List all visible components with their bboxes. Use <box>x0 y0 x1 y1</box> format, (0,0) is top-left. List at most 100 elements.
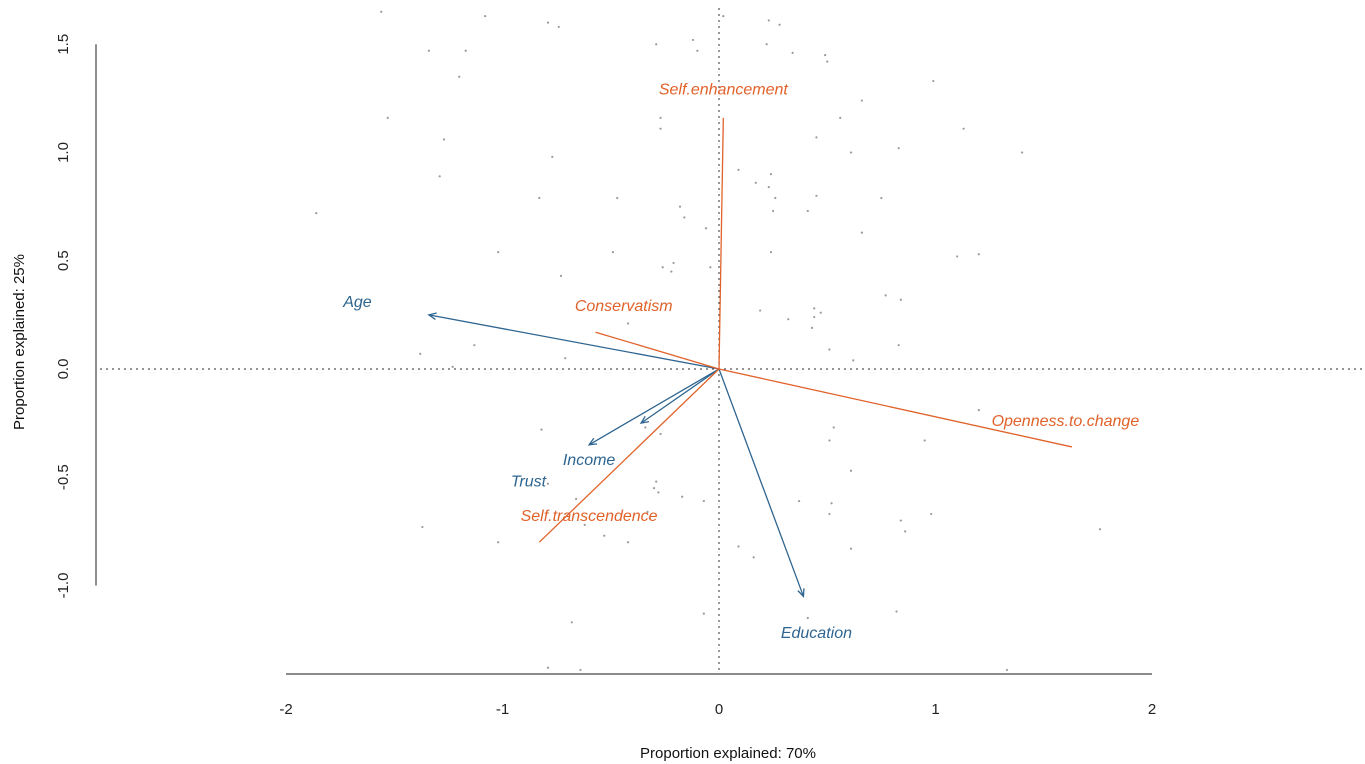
y-tick-label: 0.0 <box>55 359 72 380</box>
vector-conservatism <box>595 331 720 370</box>
arrowhead-income <box>587 437 598 446</box>
vector-self-enhancement <box>718 117 724 370</box>
data-point <box>583 523 586 526</box>
data-point <box>860 99 863 102</box>
data-point <box>1005 668 1009 672</box>
data-point <box>806 209 809 213</box>
data-point <box>860 231 863 234</box>
y-tick-label: -1.0 <box>55 573 72 599</box>
data-point <box>626 322 630 325</box>
data-point <box>659 127 662 130</box>
data-point <box>419 352 422 355</box>
y-tick-label: 0.5 <box>55 250 72 271</box>
data-point <box>678 205 682 208</box>
data-point <box>1021 151 1024 154</box>
vector-label-education: Education <box>781 625 852 642</box>
data-point <box>810 326 814 329</box>
data-point <box>778 23 781 26</box>
data-point <box>672 261 675 265</box>
data-point <box>681 495 684 498</box>
data-point <box>722 15 725 18</box>
data-point <box>899 519 902 522</box>
data-point <box>702 499 705 503</box>
data-point <box>828 439 831 442</box>
data-point <box>655 480 658 483</box>
x-tick-label: 0 <box>715 701 723 718</box>
data-point <box>899 298 902 301</box>
vector-label-openness-to-change: Openness.to.change <box>992 413 1140 430</box>
data-point <box>828 348 831 351</box>
data-point <box>438 175 441 178</box>
data-point <box>546 666 550 669</box>
data-point <box>659 432 662 436</box>
data-point <box>546 482 550 485</box>
data-point <box>806 616 809 620</box>
data-point <box>815 194 818 197</box>
data-point <box>709 266 712 269</box>
vector-trust <box>640 368 720 424</box>
data-point <box>765 43 768 46</box>
data-point <box>603 534 606 537</box>
vector-openness-to-change <box>718 368 1073 448</box>
data-point <box>839 116 842 119</box>
observation-points <box>315 10 1102 672</box>
data-point <box>683 216 686 219</box>
x-axis: -2 -1 0 1 2 <box>279 673 1156 718</box>
data-point <box>661 266 664 269</box>
data-point <box>823 53 827 57</box>
vector-label-income: Income <box>563 452 616 469</box>
data-point <box>575 497 578 500</box>
data-point <box>564 357 567 360</box>
data-point <box>767 186 770 189</box>
data-point <box>767 19 770 22</box>
arrowhead-trust <box>639 415 650 425</box>
data-point <box>904 530 907 533</box>
y-axis: -1.0 -0.5 0.0 0.5 1.0 1.5 <box>55 34 97 599</box>
data-point <box>932 79 935 83</box>
data-point <box>616 196 619 200</box>
data-point <box>923 439 926 442</box>
data-point <box>570 621 573 624</box>
data-point <box>884 294 887 297</box>
vector-label-age: Age <box>342 294 372 311</box>
data-point <box>315 212 318 215</box>
data-point <box>772 209 775 213</box>
vector-education <box>718 368 805 597</box>
data-point <box>497 250 500 254</box>
vector-label-trust: Trust <box>511 474 547 491</box>
data-point <box>819 311 822 314</box>
x-tick-label: -1 <box>496 701 509 718</box>
data-point <box>813 315 816 319</box>
data-point <box>1098 528 1102 531</box>
data-point <box>427 49 430 52</box>
data-point <box>815 136 818 139</box>
data-point <box>895 610 898 613</box>
data-point <box>652 486 656 490</box>
data-point <box>670 270 673 273</box>
y-tick-label: -0.5 <box>55 464 72 490</box>
arrowhead-age <box>427 312 437 320</box>
y-tick-label: 1.0 <box>55 142 72 163</box>
y-tick-label: 1.5 <box>55 34 72 55</box>
data-point <box>559 274 563 278</box>
data-point <box>657 491 660 494</box>
data-point <box>930 512 933 516</box>
vector-label-self-enhancement: Self.enhancement <box>659 82 789 99</box>
data-point <box>897 344 900 347</box>
data-point <box>798 499 801 503</box>
data-point <box>611 250 615 254</box>
data-point <box>691 38 695 42</box>
data-point <box>849 151 853 154</box>
data-point <box>962 127 965 130</box>
data-point <box>852 359 855 362</box>
data-point <box>644 426 647 429</box>
data-point <box>648 517 651 520</box>
data-point <box>442 138 446 141</box>
data-point <box>497 541 500 544</box>
data-point <box>849 547 853 550</box>
data-point <box>380 10 383 13</box>
data-point <box>704 227 708 230</box>
x-tick-label: 2 <box>1148 701 1156 718</box>
data-point <box>977 409 980 412</box>
arrowhead-education <box>797 588 805 598</box>
